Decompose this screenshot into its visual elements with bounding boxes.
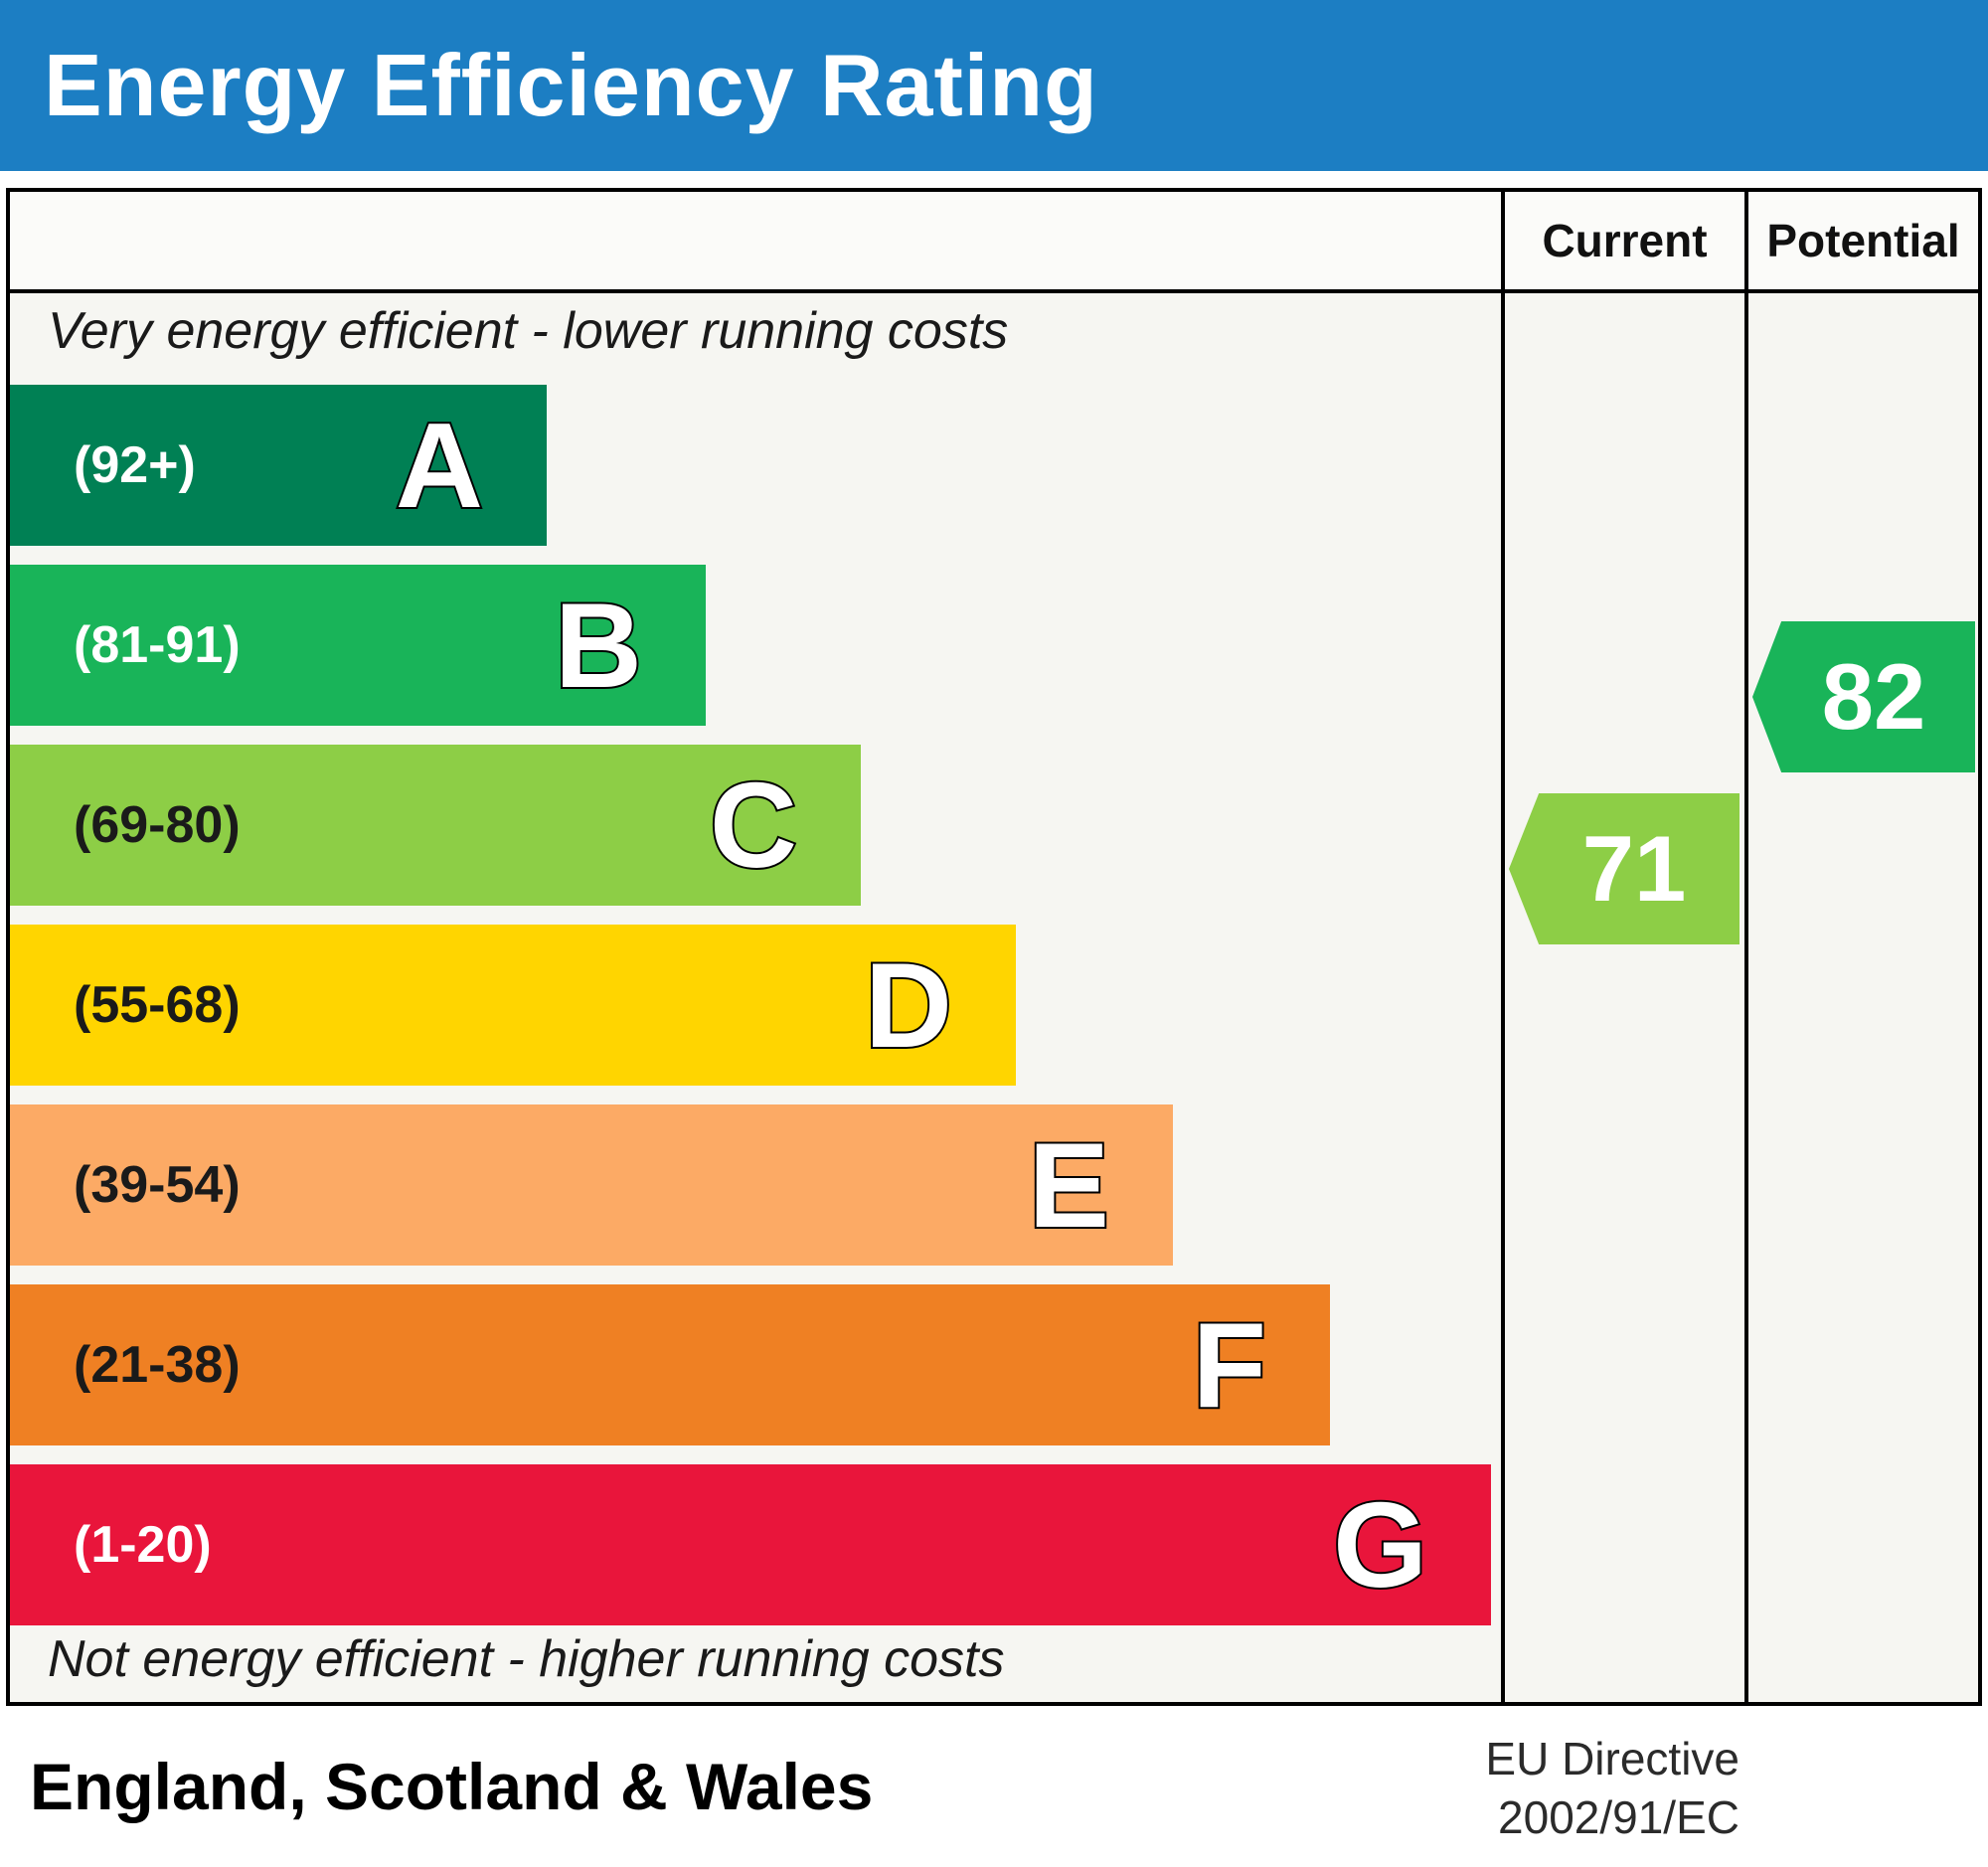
region-label: England, Scotland & Wales	[30, 1750, 874, 1823]
band-range-label: (1-20)	[74, 1516, 212, 1574]
band-row-c: (69-80) C	[10, 745, 861, 906]
band-range-label: (55-68)	[74, 976, 241, 1034]
band-letter: G	[1331, 1475, 1429, 1614]
band-bar-g: (1-20) G	[10, 1464, 1491, 1625]
footer: England, Scotland & Wales EU Directive 2…	[0, 1706, 1988, 1867]
band-bar-e: (39-54) E	[10, 1104, 1173, 1266]
current-rating-value: 71	[1581, 816, 1687, 921]
band-letter: D	[863, 935, 954, 1075]
band-row-a: (92+) A	[10, 385, 547, 546]
band-bar-f: (21-38) F	[10, 1284, 1330, 1445]
bottom-note: Not energy efficient - higher running co…	[48, 1630, 1005, 1688]
band-bar-b: (81-91) B	[10, 565, 706, 726]
band-row-e: (39-54) E	[10, 1104, 1173, 1266]
band-row-d: (55-68) D	[10, 925, 1016, 1086]
band-letter: E	[1027, 1115, 1111, 1255]
rating-chart-frame: Current Potential Very energy efficient …	[6, 188, 1982, 1706]
band-bar-c: (69-80) C	[10, 745, 861, 906]
band-range-label: (92+)	[74, 436, 196, 494]
band-bar-a: (92+) A	[10, 385, 547, 546]
potential-rating-arrow: 82	[1752, 621, 1975, 772]
potential-rating-value: 82	[1821, 644, 1926, 749]
band-bar-d: (55-68) D	[10, 925, 1016, 1086]
potential-column-header: Potential	[1766, 215, 1960, 266]
band-range-label: (81-91)	[74, 616, 241, 674]
eu-directive-line2: 2002/91/EC	[1498, 1790, 1740, 1843]
top-note: Very energy efficient - lower running co…	[48, 302, 1009, 360]
band-row-b: (81-91) B	[10, 565, 706, 726]
band-range-label: (69-80)	[74, 796, 241, 854]
current-rating-arrow: 71	[1509, 793, 1740, 944]
band-letter: A	[394, 396, 485, 535]
title-bar: Energy Efficiency Rating	[0, 0, 1988, 171]
page-title: Energy Efficiency Rating	[44, 36, 1098, 134]
band-range-label: (39-54)	[74, 1156, 241, 1214]
band-row-f: (21-38) F	[10, 1284, 1330, 1445]
band-range-label: (21-38)	[74, 1336, 241, 1394]
band-letter: B	[553, 576, 644, 715]
current-column-header: Current	[1542, 215, 1708, 266]
band-letter: F	[1190, 1295, 1268, 1435]
band-row-g: (1-20) G	[10, 1464, 1491, 1625]
chart-header-row	[10, 192, 1978, 293]
band-letter: C	[708, 756, 799, 895]
column-divider	[1501, 192, 1505, 1702]
eu-directive-line1: EU Directive	[1485, 1733, 1740, 1784]
column-divider	[1744, 192, 1748, 1702]
eu-directive-label: EU Directive 2002/91/EC	[1485, 1730, 1740, 1847]
